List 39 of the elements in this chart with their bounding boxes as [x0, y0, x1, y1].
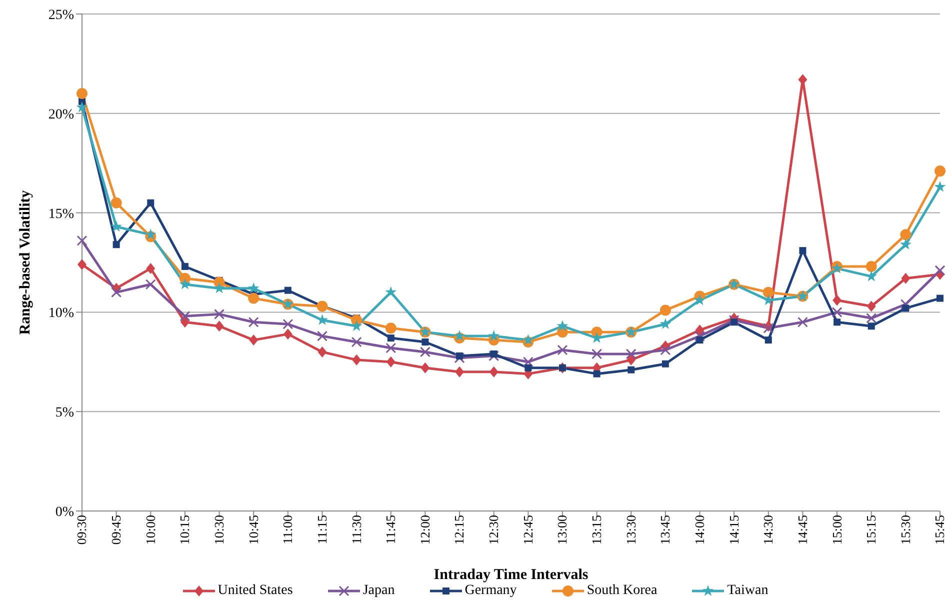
y-tick-label: 20% — [48, 107, 74, 122]
legend-label: Japan — [362, 583, 395, 599]
x-tick-label: 10:00 — [142, 515, 158, 545]
x-tick-label: 13:15 — [589, 515, 604, 545]
y-tick-label: 0% — [55, 504, 74, 520]
x-axis-title: Intraday Time Intervals — [434, 567, 588, 583]
legend-label: United States — [218, 583, 293, 599]
x-tick-label: 11:45 — [383, 515, 398, 544]
x-tick-label: 09:45 — [108, 515, 124, 545]
legend-label: South Korea — [586, 583, 658, 599]
x-tick-label: 11:00 — [280, 515, 296, 544]
x-tick-label: 13:00 — [554, 515, 570, 545]
x-tick-label: 12:00 — [417, 515, 432, 545]
x-tick-label: 13:30 — [623, 515, 638, 545]
x-tick-label: 14:00 — [692, 515, 707, 545]
x-tick-label: 15:30 — [898, 515, 913, 545]
x-tick-label: 13:45 — [658, 515, 673, 545]
x-tick-label: 12:45 — [520, 515, 536, 545]
x-tick-label: 14:45 — [794, 515, 810, 545]
x-tick-label: 12:15 — [452, 515, 467, 545]
y-tick-label: 10% — [48, 306, 74, 322]
y-tick-label: 15% — [48, 206, 74, 222]
y-tick-label: 25% — [48, 8, 74, 23]
x-tick-label: 14:30 — [760, 515, 776, 545]
x-tick-label: 15:45 — [932, 515, 946, 545]
y-tick-label: 5% — [55, 406, 74, 421]
x-tick-label: 11:30 — [348, 515, 364, 544]
legend-label: Germany — [464, 583, 517, 599]
x-tick-label: 10:45 — [246, 515, 261, 545]
x-tick-label: 12:30 — [486, 515, 502, 545]
x-tick-label: 09:30 — [74, 515, 90, 545]
x-tick-label: 10:15 — [177, 515, 192, 545]
x-tick-label: 14:15 — [726, 515, 742, 545]
x-tick-label: 11:15 — [314, 515, 330, 544]
y-axis-title: Range-based Volatility — [17, 190, 34, 335]
x-tick-label: 15:15 — [864, 515, 879, 545]
x-tick-label: 15:00 — [829, 515, 844, 545]
x-tick-label: 10:30 — [212, 515, 227, 545]
legend-label: Taiwan — [727, 583, 768, 599]
